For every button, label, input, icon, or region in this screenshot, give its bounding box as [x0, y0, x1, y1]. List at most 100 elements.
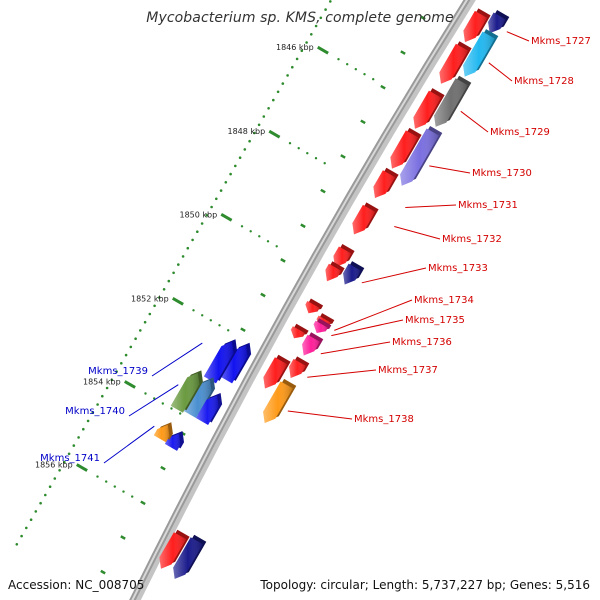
scale-dot	[314, 24, 318, 28]
gene-mkms-1729[interactable]	[434, 75, 472, 127]
scale-dot	[262, 115, 266, 118]
forward-inner-gene-2[interactable]	[439, 41, 472, 84]
label-mkms-1727[interactable]: Mkms_1727	[531, 36, 591, 47]
accession-text: Accession: NC_008705	[8, 578, 145, 592]
scale-dot	[67, 452, 71, 456]
scale-dot	[82, 427, 85, 431]
leader-line	[320, 341, 391, 355]
leader-line	[405, 204, 457, 208]
forward-inner-gene-9[interactable]	[305, 298, 324, 314]
scale-dot	[248, 139, 251, 143]
radial-dot	[105, 480, 108, 483]
gene-shading	[220, 345, 248, 384]
gene-mkms-1733[interactable]	[343, 261, 365, 285]
gene-mkms-1738[interactable]	[263, 378, 297, 423]
forward-inner-gene-8[interactable]	[325, 261, 345, 282]
scale-dot	[29, 518, 33, 521]
label-mkms-1728[interactable]: Mkms_1728	[514, 76, 574, 87]
label-mkms-1729[interactable]: Mkms_1729	[490, 127, 550, 138]
radial-dot	[372, 78, 375, 81]
gene-shading	[325, 263, 342, 282]
gene-shading	[289, 358, 306, 378]
scale-dot	[15, 543, 19, 546]
inner-tick	[280, 258, 286, 263]
label-mkms-1735[interactable]: Mkms_1735	[405, 315, 465, 326]
gene-mkms-1737[interactable]	[289, 356, 310, 378]
radial-dot	[113, 485, 117, 488]
label-mkms-1739[interactable]: Mkms_1739	[88, 366, 148, 377]
major-tick	[316, 45, 329, 55]
scale-dot	[181, 255, 185, 258]
gene-mkms-1730[interactable]	[400, 126, 443, 186]
scale-dot	[295, 57, 299, 61]
label-mkms-1741[interactable]: Mkms_1741	[40, 453, 100, 464]
scale-dot	[257, 123, 261, 127]
radial-dot	[314, 157, 318, 160]
label-mkms-1740[interactable]: Mkms_1740	[65, 406, 125, 417]
forward-inner-gene-3[interactable]	[413, 88, 445, 129]
inner-tick	[340, 154, 346, 159]
major-tick	[268, 129, 281, 139]
inner-tick	[140, 500, 146, 506]
gene-mkms-1736[interactable]	[302, 332, 324, 356]
forward-inner-gene-1[interactable]	[463, 8, 491, 43]
forward-inner-gene-11[interactable]	[263, 354, 291, 389]
label-mkms-1730[interactable]: Mkms_1730	[472, 168, 532, 179]
leader-line	[307, 369, 377, 378]
label-mkms-1737[interactable]: Mkms_1737	[378, 365, 438, 376]
gene-mkms-1741[interactable]	[153, 422, 173, 443]
forward-inner-gene-5[interactable]	[373, 167, 399, 198]
label-mkms-1736[interactable]: Mkms_1736	[392, 337, 452, 348]
reverse-gene-partner-1740[interactable]	[170, 370, 203, 413]
gene-shading	[463, 31, 495, 77]
leader-line	[429, 165, 471, 174]
gene-shading	[488, 12, 506, 34]
scale-dot	[267, 107, 270, 110]
scale-dot	[286, 74, 289, 77]
scale-dot	[158, 296, 161, 299]
inner-tick	[400, 50, 406, 55]
gene-mkms-1728[interactable]	[463, 29, 499, 77]
forward-inner-gene-12[interactable]	[159, 529, 190, 569]
reverse-gene-1740b[interactable]	[196, 393, 223, 425]
scale-dot	[243, 148, 247, 151]
label-mkms-1733[interactable]: Mkms_1733	[428, 263, 488, 274]
scale-dot	[219, 189, 223, 192]
gene-mkms-1739[interactable]	[220, 342, 252, 384]
backbone-highlight	[131, 0, 469, 600]
radial-dot	[337, 58, 340, 61]
genome-backbone	[129, 0, 476, 600]
forward-outer-gene-extra[interactable]	[173, 534, 207, 579]
forward-inner-gene-4[interactable]	[390, 127, 422, 169]
gene-mkms-1727[interactable]	[488, 10, 510, 34]
forward-inner-gene-10[interactable]	[290, 323, 309, 339]
gene-mkms-1735[interactable]	[313, 318, 332, 333]
gene-labels: Mkms_1727 Mkms_1728 Mkms_1729 Mkms_1730 Mkms…	[40, 36, 591, 464]
kbp-label: 1850 kbp	[179, 210, 217, 219]
gene-shading	[343, 263, 361, 285]
label-mkms-1732[interactable]: Mkms_1732	[442, 234, 502, 245]
kbp-label: 1856 kbp	[35, 461, 73, 470]
reverse-gene-partner-1739[interactable]	[203, 339, 237, 384]
radial-dot	[209, 319, 212, 322]
forward-inner-gene-7[interactable]	[333, 244, 355, 268]
scale-dot	[34, 510, 38, 513]
scale-dot	[191, 238, 194, 242]
scale-dot	[39, 501, 42, 505]
radial-dot	[96, 475, 99, 478]
scale-dot	[148, 312, 152, 316]
inner-tick	[160, 465, 166, 471]
label-mkms-1734[interactable]: Mkms_1734	[414, 295, 474, 306]
label-mkms-1738[interactable]: Mkms_1738	[354, 414, 414, 425]
forward-inner-gene-6[interactable]	[352, 202, 379, 235]
gene-shading	[434, 78, 468, 127]
scale-dot	[77, 436, 80, 439]
gene-shading	[290, 326, 306, 339]
gene-shading	[153, 424, 170, 443]
scale-dot	[281, 82, 285, 85]
label-mkms-1731[interactable]: Mkms_1731	[458, 200, 518, 211]
radial-dot	[354, 68, 357, 71]
inner-tick	[260, 292, 266, 298]
leader-line	[331, 319, 404, 337]
gene-mkms-1740[interactable]	[183, 377, 215, 418]
